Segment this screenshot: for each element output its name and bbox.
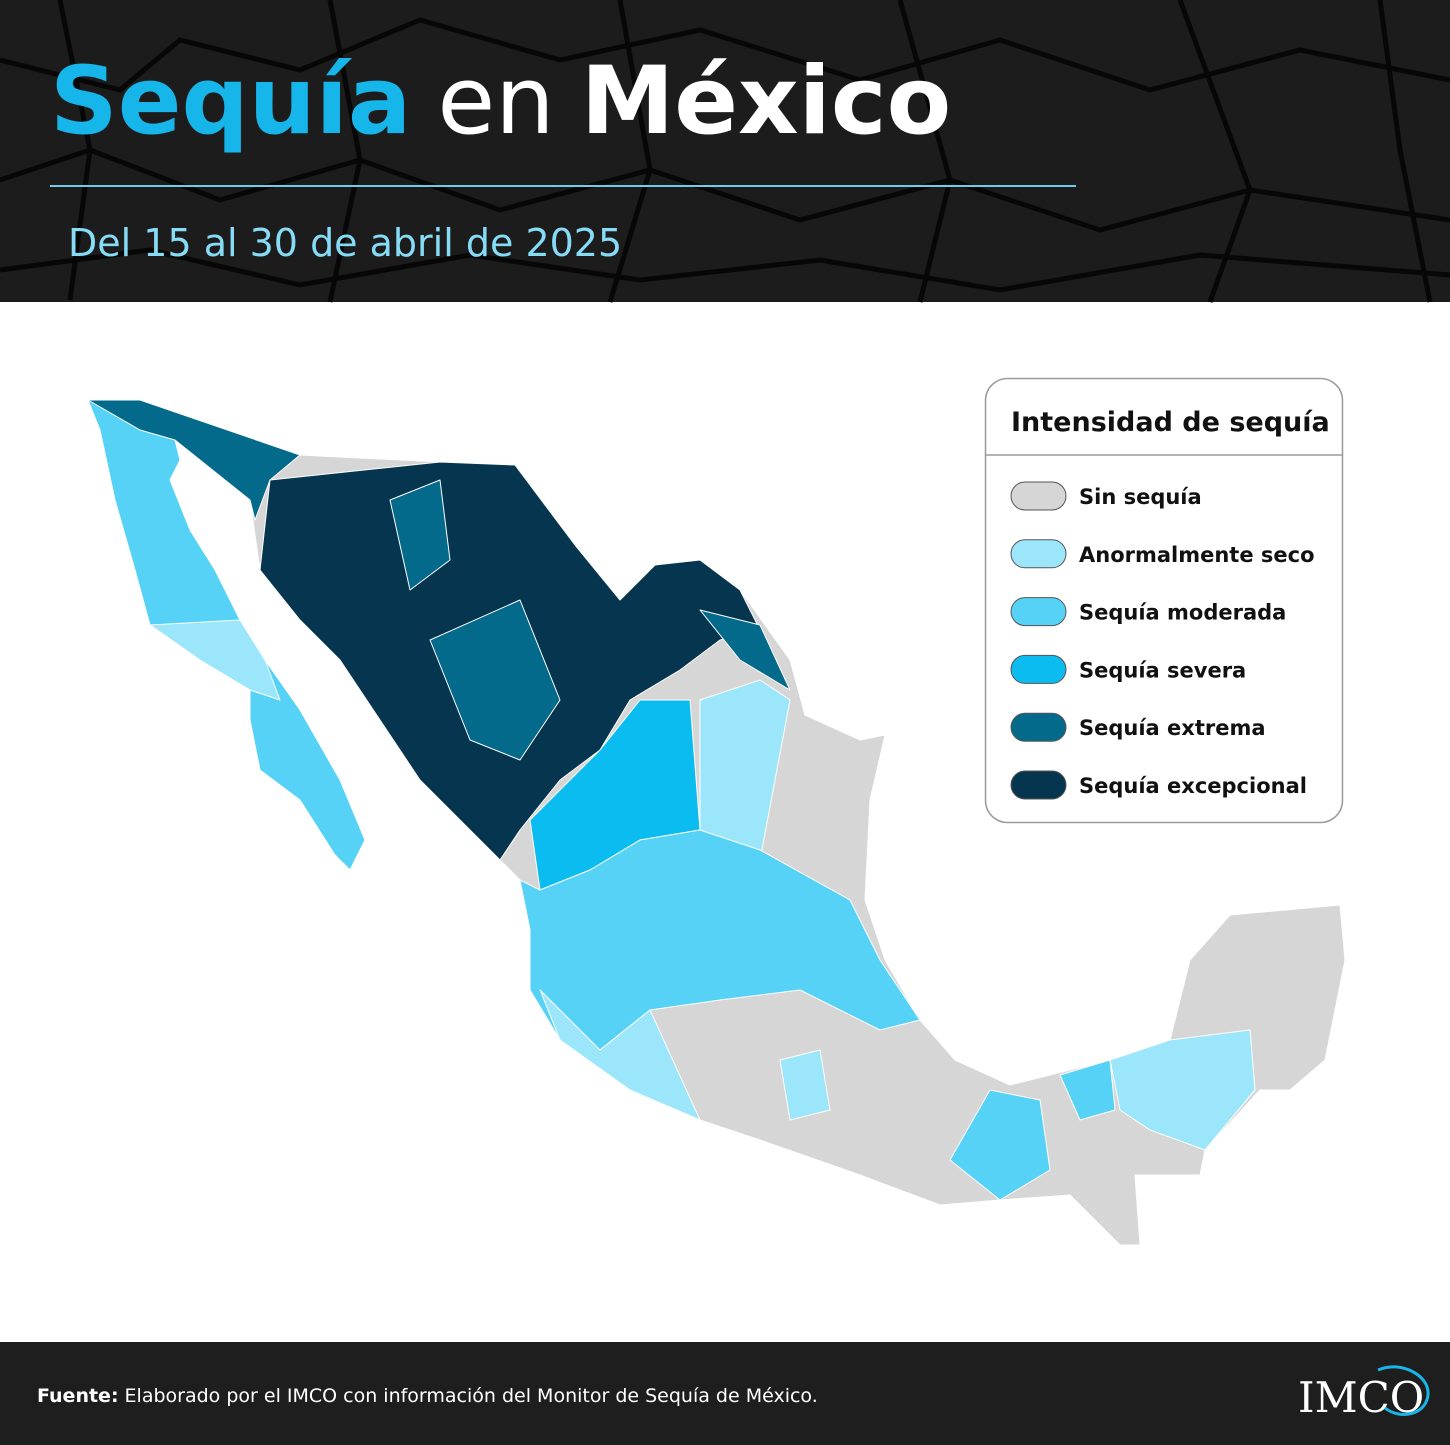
legend-swatch [1010,770,1067,800]
legend-swatch [1010,712,1067,742]
source-text: Elaborado por el IMCO con información de… [125,1385,818,1407]
legend-items: Sin sequía Anormalmente seco Sequía modera… [1010,481,1315,800]
legend-label: Sequía extrema [1079,716,1266,740]
title-highlight: Sequía [50,47,411,156]
subtitle: Del 15 al 30 de abril de 2025 [68,221,622,265]
title-country: México [581,47,951,156]
legend-label: Sequía severa [1079,658,1246,682]
legend-label: Sequía excepcional [1079,774,1307,798]
legend-box [984,377,1344,824]
logo-swoosh [1377,1365,1430,1416]
footer-background [0,1342,1450,1445]
legend-title: Intensidad de sequía [1011,407,1330,438]
legend-swatch [1010,597,1067,627]
map-region [519,829,921,1051]
title-connector: en [437,47,554,156]
map-region [949,1059,1116,1201]
legend-label: Sequía moderada [1079,601,1286,625]
legend-swatch [1010,539,1067,569]
map-region [149,619,281,701]
map-region [699,679,791,861]
map-region [539,989,701,1121]
crack-texture [0,0,1450,303]
title: Sequía en México [50,47,951,156]
legend-swatch [1010,481,1067,511]
map-region [779,1029,1256,1151]
header-background [0,0,1450,302]
map-region [389,479,791,761]
legend-label: Sin sequía [1079,485,1202,509]
source: Fuente: Elaborado por el IMCO con informa… [37,1385,818,1407]
map-region [87,399,301,521]
legend-label: Anormalmente seco [1079,543,1315,567]
source-label: Fuente: [37,1385,119,1407]
legend-swatch [1010,654,1067,684]
map [87,399,1346,1246]
